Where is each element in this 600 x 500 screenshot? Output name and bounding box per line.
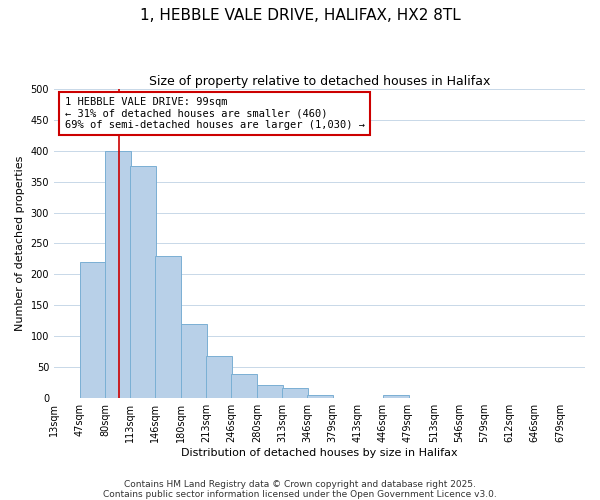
Bar xyxy=(231,374,257,398)
Text: Contains HM Land Registry data © Crown copyright and database right 2025.
Contai: Contains HM Land Registry data © Crown c… xyxy=(103,480,497,499)
Bar xyxy=(307,394,333,398)
Y-axis label: Number of detached properties: Number of detached properties xyxy=(15,156,25,331)
Bar xyxy=(130,166,156,398)
Bar xyxy=(80,262,106,398)
Bar xyxy=(383,394,409,398)
Bar xyxy=(155,256,181,398)
Bar xyxy=(282,388,308,398)
Title: Size of property relative to detached houses in Halifax: Size of property relative to detached ho… xyxy=(149,75,490,88)
Bar xyxy=(105,151,131,398)
X-axis label: Distribution of detached houses by size in Halifax: Distribution of detached houses by size … xyxy=(181,448,458,458)
Bar xyxy=(206,356,232,398)
Text: 1 HEBBLE VALE DRIVE: 99sqm
← 31% of detached houses are smaller (460)
69% of sem: 1 HEBBLE VALE DRIVE: 99sqm ← 31% of deta… xyxy=(65,97,365,130)
Bar xyxy=(257,386,283,398)
Bar xyxy=(181,324,207,398)
Text: 1, HEBBLE VALE DRIVE, HALIFAX, HX2 8TL: 1, HEBBLE VALE DRIVE, HALIFAX, HX2 8TL xyxy=(140,8,460,22)
